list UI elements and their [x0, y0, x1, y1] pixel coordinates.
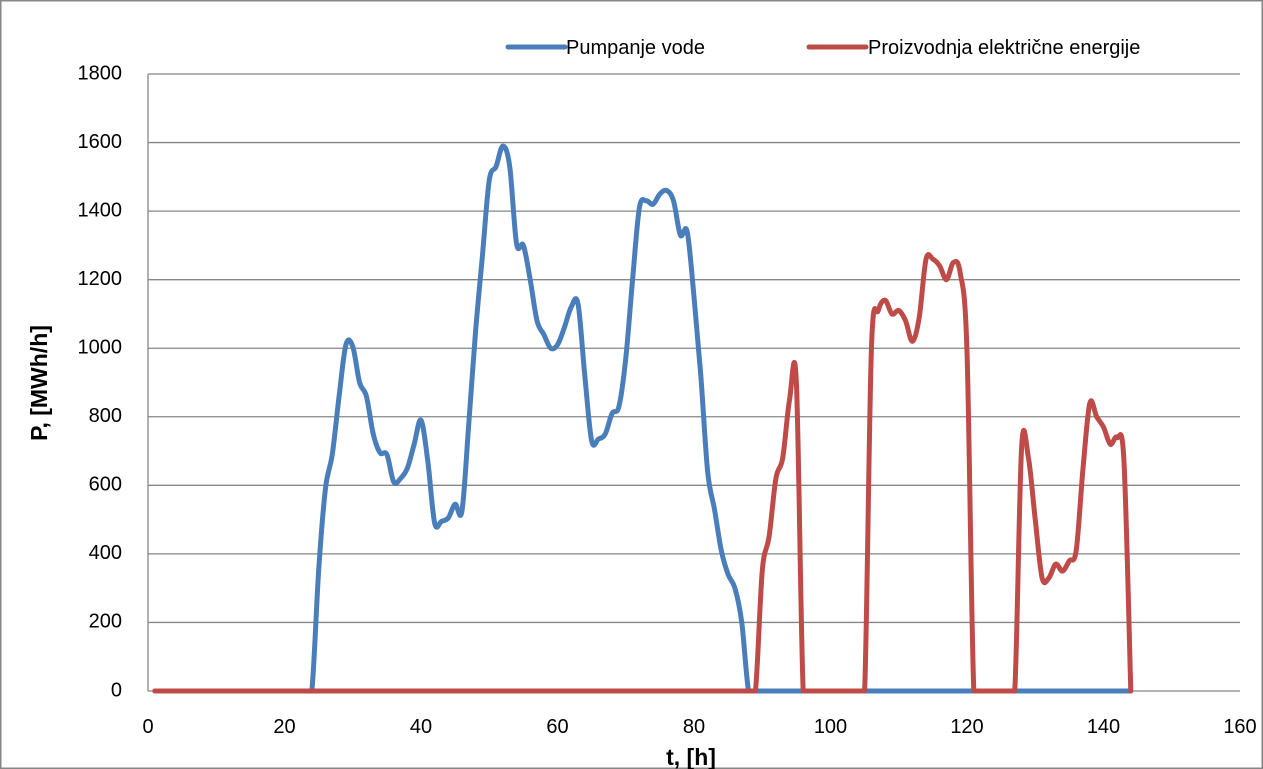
y-tick-200: 200	[89, 611, 122, 633]
x-axis-title: t, [h]	[666, 744, 716, 769]
y-tick-0: 0	[111, 679, 122, 701]
y-tick-400: 400	[89, 542, 122, 564]
series-line-0	[152, 143, 1134, 694]
y-tick-1800: 1800	[78, 62, 123, 84]
x-tick-120: 120	[950, 716, 983, 738]
x-tick-160: 160	[1223, 716, 1256, 738]
series-line-1	[152, 252, 1134, 694]
legend-item-proizvodnja: Proizvodnja električne energije	[806, 37, 1140, 59]
x-tick-40: 40	[410, 716, 432, 738]
y-tick-1400: 1400	[78, 199, 123, 221]
legend: Pumpanje vode Proizvodnja električne ene…	[505, 37, 1140, 59]
x-tick-80: 80	[683, 716, 705, 738]
legend-item-pumpanje: Pumpanje vode	[505, 37, 705, 59]
series-lines	[152, 143, 1134, 694]
y-tick-1200: 1200	[78, 268, 123, 290]
x-tick-20: 20	[273, 716, 295, 738]
y-tick-800: 800	[89, 405, 122, 427]
legend-label-proizvodnja: Proizvodnja električne energije	[868, 37, 1140, 59]
x-tick-60: 60	[546, 716, 568, 738]
y-tick-1600: 1600	[78, 131, 123, 153]
x-tick-labels: 0 20 40 60 80 100 120 140 160	[142, 716, 1256, 738]
y-tick-1000: 1000	[78, 337, 123, 359]
x-tick-0: 0	[142, 716, 153, 738]
gridlines	[147, 73, 1240, 692]
legend-label-pumpanje: Pumpanje vode	[566, 37, 705, 59]
y-tick-labels: 0 200 400 600 800 1000 1200 1400 1600 1800	[78, 62, 123, 701]
y-tick-600: 600	[89, 474, 122, 496]
y-axis-title: P, [MWh/h]	[26, 325, 52, 441]
x-tick-100: 100	[814, 716, 847, 738]
x-tick-140: 140	[1087, 716, 1120, 738]
